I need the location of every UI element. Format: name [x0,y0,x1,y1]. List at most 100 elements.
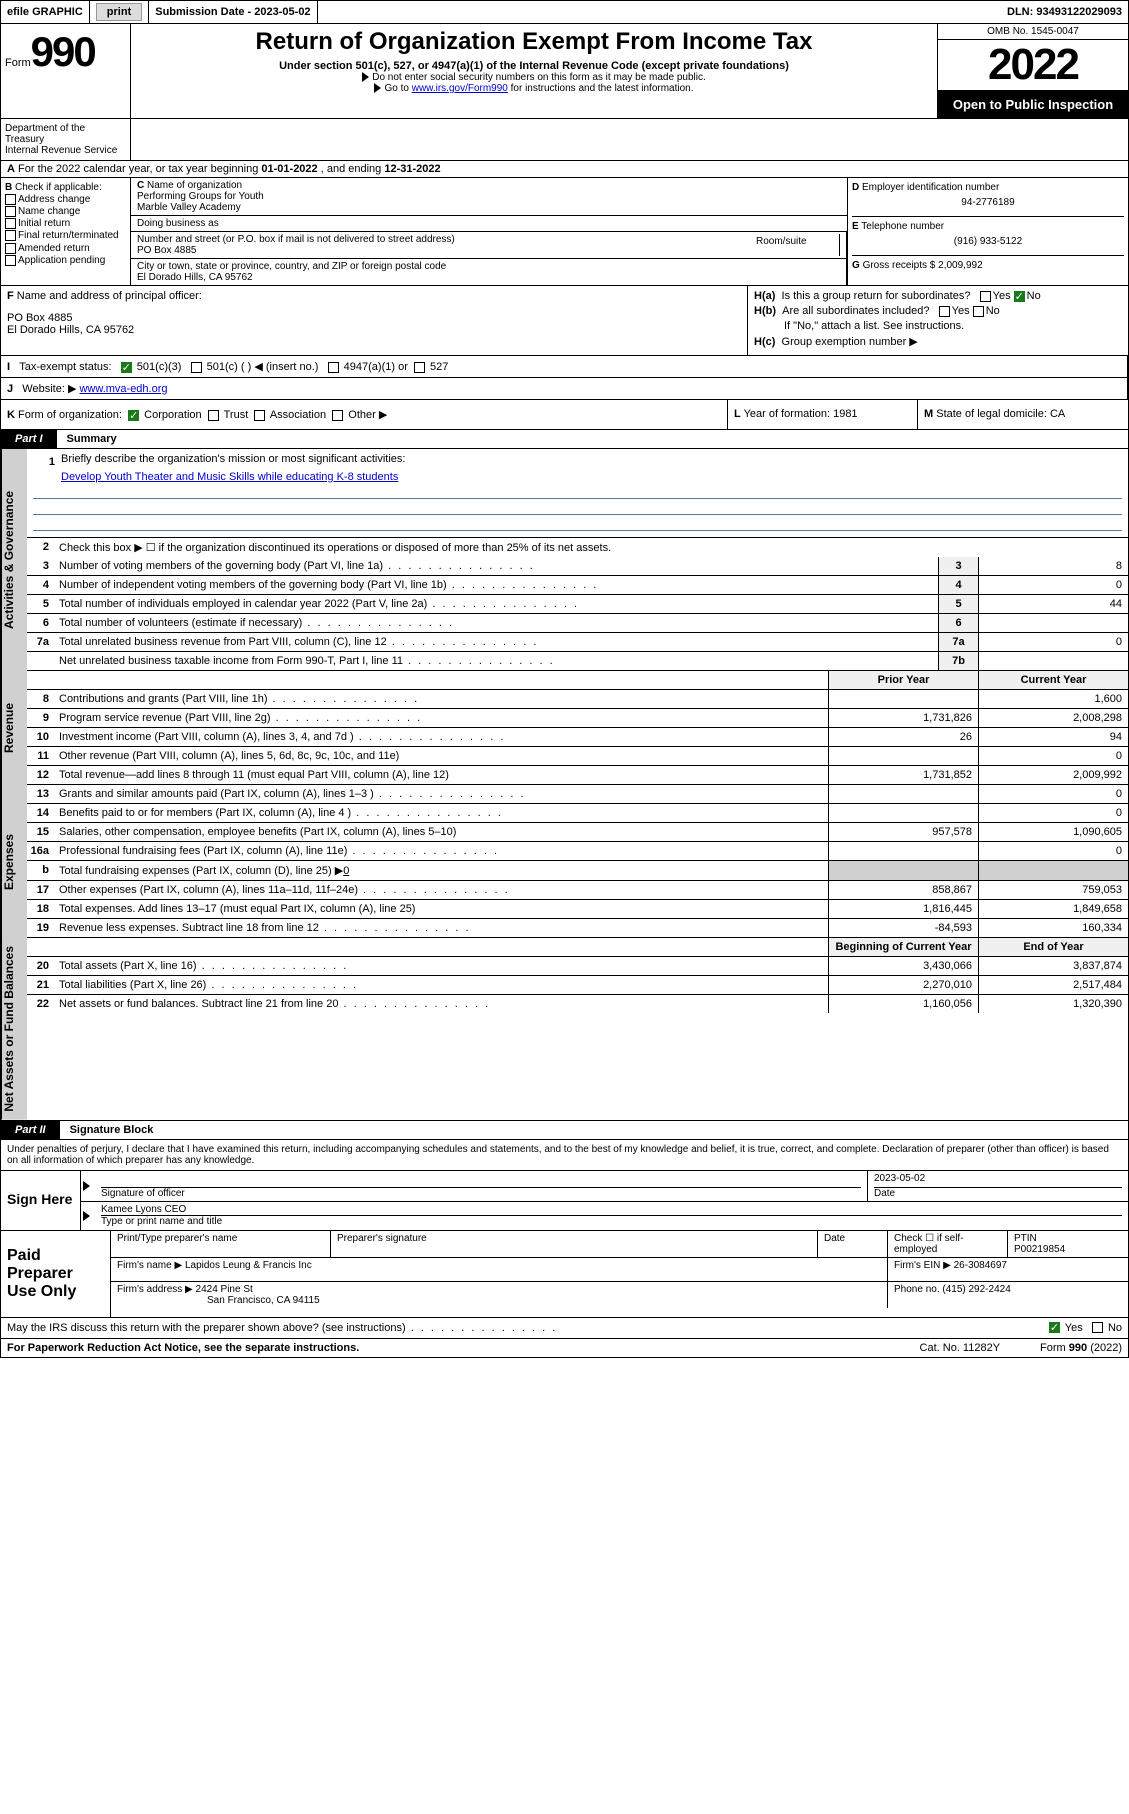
firm-ein: 26-3084697 [954,1260,1007,1271]
q6: 6Total number of volunteers (estimate if… [27,614,1128,633]
box-c: C Name of organization Performing Groups… [131,178,848,285]
col-headers: Prior YearCurrent Year [27,671,1128,690]
revenue-section: Revenue Prior YearCurrent Year 8Contribu… [0,671,1129,785]
dba: Doing business as [131,216,847,232]
hb-no[interactable] [973,306,984,317]
mission-text[interactable]: Develop Youth Theater and Music Skills w… [61,471,398,483]
q16a: 16aProfessional fundraising fees (Part I… [27,842,1128,861]
i-4947[interactable] [328,362,339,373]
k-corp[interactable] [128,410,139,421]
gross-receipts: 2,009,992 [938,260,983,271]
q20: 20Total assets (Part X, line 16)3,430,06… [27,957,1128,976]
room-suite: Room/suite [750,234,840,256]
line-j: J Website: ▶ www.mva-edh.org [0,378,1129,400]
i-501c3[interactable] [121,362,132,373]
q22: 22Net assets or fund balances. Subtract … [27,995,1128,1013]
q8: 8Contributions and grants (Part VIII, li… [27,690,1128,709]
prep-label: Paid Preparer Use Only [1,1231,111,1317]
line-i: I Tax-exempt status: 501(c)(3) 501(c) ( … [0,356,1129,378]
domicile: CA [1050,408,1065,420]
k-other[interactable] [332,410,343,421]
line-klm: K Form of organization: Corporation Trus… [0,400,1129,430]
hb-yes[interactable] [939,306,950,317]
q5: 5Total number of individuals employed in… [27,595,1128,614]
vtab-activities: Activities & Governance [1,449,27,671]
note2: Go to www.irs.gov/Form990 for instructio… [139,83,929,94]
dept-row: Department of the Treasury Internal Reve… [0,119,1129,161]
ha-no[interactable] [1014,291,1025,302]
org-name: Performing Groups for Youth [137,191,841,202]
omb-number: OMB No. 1545-0047 [938,24,1128,40]
box-deg: D Employer identification number 94-2776… [848,178,1128,285]
year-formation: 1981 [833,408,857,420]
irs-link[interactable]: www.irs.gov/Form990 [412,83,508,94]
q11: 11Other revenue (Part VIII, column (A), … [27,747,1128,766]
part2-header: Part II Signature Block [0,1121,1129,1140]
org-name2: Marble Valley Academy [137,202,841,213]
q3: 3Number of voting members of the governi… [27,557,1128,576]
may-yes[interactable] [1049,1322,1060,1333]
line-a: A For the 2022 calendar year, or tax yea… [0,161,1129,178]
chk-initial[interactable]: Initial return [5,218,126,229]
q17: 17Other expenses (Part IX, column (A), l… [27,881,1128,900]
print-cell: print [90,1,149,23]
header-title-block: Return of Organization Exempt From Incom… [131,24,938,118]
q9: 9Program service revenue (Part VIII, lin… [27,709,1128,728]
k-trust[interactable] [208,410,219,421]
paid-preparer-block: Paid Preparer Use Only Print/Type prepar… [0,1231,1129,1318]
i-501c[interactable] [191,362,202,373]
header-right-block: OMB No. 1545-0047 2022 Open to Public In… [938,24,1128,118]
phone: (916) 933-5122 [852,236,1124,247]
q14: 14Benefits paid to or for members (Part … [27,804,1128,823]
chk-address[interactable]: Address change [5,194,126,205]
chk-final[interactable]: Final return/terminated [5,230,126,241]
q18: 18Total expenses. Add lines 13–17 (must … [27,900,1128,919]
expenses-section: Expenses 13Grants and similar amounts pa… [0,785,1129,938]
q19: 19Revenue less expenses. Subtract line 1… [27,919,1128,938]
net-assets-section: Net Assets or Fund Balances Beginning of… [0,938,1129,1121]
q15: 15Salaries, other compensation, employee… [27,823,1128,842]
website-link[interactable]: www.mva-edh.org [79,383,167,395]
print-button[interactable]: print [96,3,142,21]
vtab-net-assets: Net Assets or Fund Balances [1,938,27,1120]
q1-mission: 1Briefly describe the organization's mis… [27,449,1128,538]
box-fh: F Name and address of principal officer:… [0,286,1129,356]
sign-here-label: Sign Here [1,1171,81,1230]
submission-cell: Submission Date - 2023-05-02 [149,1,317,23]
ha-yes[interactable] [980,291,991,302]
open-public: Open to Public Inspection [938,91,1128,118]
chk-name[interactable]: Name change [5,206,126,217]
q2: 2Check this box ▶ ☐ if the organization … [27,538,1128,557]
q4: 4Number of independent voting members of… [27,576,1128,595]
chk-amended[interactable]: Amended return [5,243,126,254]
vtab-expenses: Expenses [1,785,27,938]
q10: 10Investment income (Part VIII, column (… [27,728,1128,747]
may-no[interactable] [1092,1322,1103,1333]
vtab-revenue: Revenue [1,671,27,785]
org-addr: PO Box 4885 [137,245,750,256]
note1: Do not enter social security numbers on … [139,72,929,83]
firm-phone: (415) 292-2424 [942,1284,1010,1295]
form-subtitle: Under section 501(c), 527, or 4947(a)(1)… [139,60,929,72]
part1-header: Part I Summary [0,430,1129,449]
firm-name: Lapidos Leung & Francis Inc [185,1260,312,1271]
tax-year: 2022 [938,40,1128,91]
arrow-icon [81,1202,95,1230]
officer-addr1: PO Box 4885 [7,312,741,324]
q21: 21Total liabilities (Part X, line 26)2,2… [27,976,1128,995]
box-f: F Name and address of principal officer:… [1,286,748,355]
chk-pending[interactable]: Application pending [5,255,126,266]
box-h: H(a) Is this a group return for subordin… [748,286,1128,355]
i-527[interactable] [414,362,425,373]
sign-here-block: Sign Here Signature of officer 2023-05-0… [0,1171,1129,1231]
q16b: bTotal fundraising expenses (Part IX, co… [27,861,1128,881]
org-city: El Dorado Hills, CA 95762 [137,272,840,283]
section-bcd: B Check if applicable: Address change Na… [0,178,1129,286]
officer-addr2: El Dorado Hills, CA 95762 [7,324,741,336]
sign-date: 2023-05-02 [874,1173,1122,1187]
officer-name: Kamee Lyons CEO [101,1204,1122,1215]
k-assoc[interactable] [254,410,265,421]
footer: For Paperwork Reduction Act Notice, see … [0,1339,1129,1358]
box-b: B Check if applicable: Address change Na… [1,178,131,285]
col-headers2: Beginning of Current YearEnd of Year [27,938,1128,957]
